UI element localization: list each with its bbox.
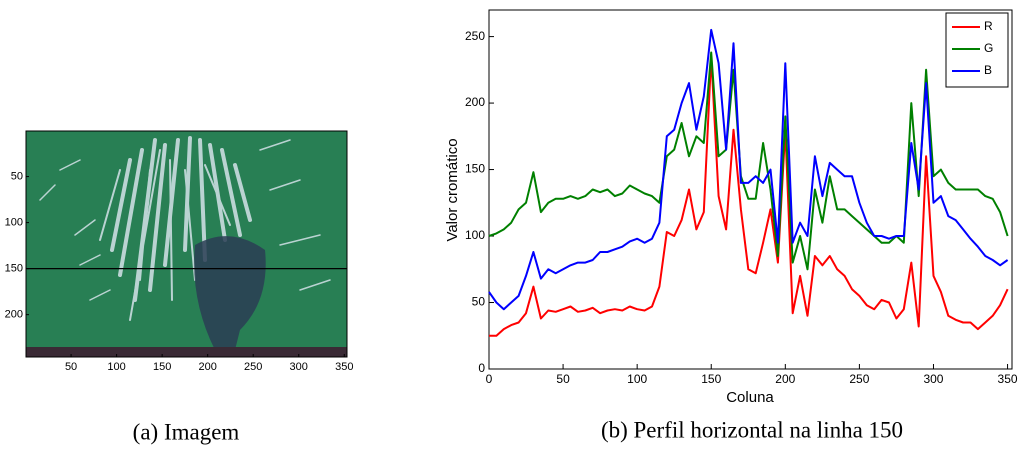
x-tick-label: 200 [198,361,216,373]
series-line [488,51,1009,271]
x-tick-label: 50 [65,361,77,373]
y-axis-label: Valor cromático [444,138,461,241]
legend-label: R [984,19,993,33]
x-tick-label: 100 [107,361,125,373]
x-tick-label: 150 [701,372,721,386]
x-tick-label: 300 [923,372,943,386]
y-tick-label: 100 [465,228,485,242]
x-tick-label: 100 [627,372,647,386]
x-tick-label: 250 [244,361,262,373]
x-axis-label: Coluna [726,389,774,406]
x-tick-label: 250 [849,372,869,386]
x-tick-label: 350 [998,372,1018,386]
y-tick-label: 100 [5,217,23,229]
caption: (a) Imagem [133,419,240,444]
legend-label: B [984,63,992,77]
image [26,131,347,357]
y-tick-label: 150 [5,263,23,275]
x-tick-label: 300 [290,361,308,373]
y-tick-label: 200 [465,95,485,109]
y-tick-label: 0 [478,361,485,375]
x-tick-label: 350 [335,361,353,373]
x-tick-label: 200 [775,372,795,386]
x-tick-label: 150 [153,361,171,373]
image-frame [25,130,348,358]
y-tick-label: 50 [472,295,486,309]
x-tick-label: 50 [556,372,570,386]
x-tick-label: 0 [486,372,493,386]
y-tick-label: 250 [465,29,485,43]
y-tick-label: 150 [465,162,485,176]
legend-label: G [984,41,993,55]
caption: (b) Perfil horizontal na linha 150 [601,417,903,442]
y-tick-label: 50 [11,170,23,182]
series-line [489,55,1009,337]
series-line [488,28,1009,311]
y-tick-label: 200 [5,309,23,321]
plot-frame [488,9,1013,370]
